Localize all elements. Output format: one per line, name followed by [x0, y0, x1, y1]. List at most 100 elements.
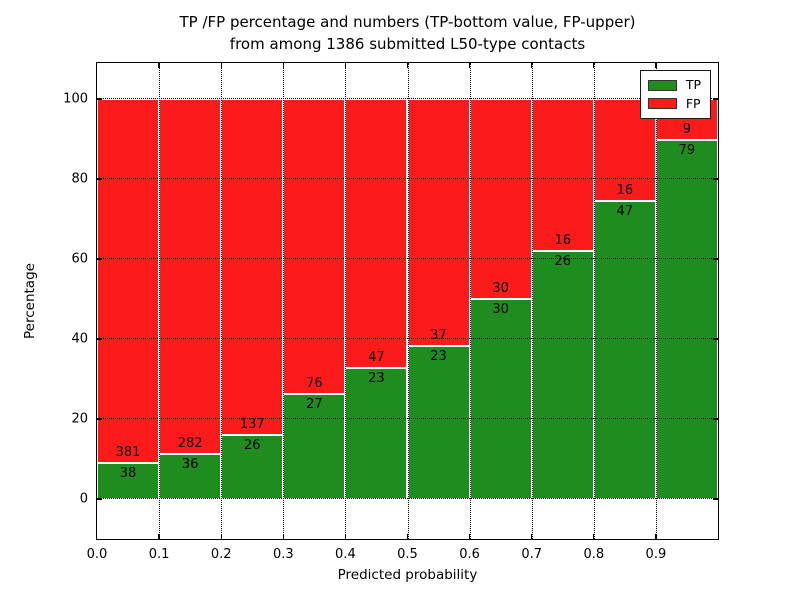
fp-count-label: 16: [616, 182, 634, 198]
chart-title: TP /FP percentage and numbers (TP-bottom…: [96, 12, 719, 56]
x-tick-top: [468, 63, 471, 68]
x-tick-top: [655, 63, 657, 68]
x-tick-label: 0.5: [397, 547, 418, 562]
x-tick-top: [406, 63, 409, 68]
x-tick-bottom: [406, 534, 409, 539]
tp-count-label: 47: [616, 203, 634, 219]
tp-count-label: 26: [554, 254, 571, 270]
v-gridline: [221, 63, 223, 539]
y-tick-label: 80: [71, 171, 88, 187]
bar-segment-tp: [531, 251, 594, 499]
y-tick-right: [713, 338, 718, 340]
tp-count-label: 23: [430, 348, 447, 364]
y-tick-left: [97, 338, 102, 340]
bar-segment-fp: [97, 99, 160, 463]
x-tick-bottom: [468, 534, 471, 539]
fp-count-label: 9: [682, 121, 692, 137]
y-tick-right: [713, 258, 718, 260]
y-axis-label: Percentage: [22, 263, 38, 339]
y-tick-label: 100: [63, 91, 88, 107]
bar-segment-tp: [345, 367, 408, 499]
legend: TP FP: [639, 70, 711, 119]
fp-count-label: 381: [115, 444, 141, 460]
fp-legend-swatch: [647, 98, 677, 110]
y-tick-label: 0: [79, 491, 88, 507]
bar-segment-fp: [283, 99, 346, 395]
chart-title-line1: TP /FP percentage and numbers (TP-bottom…: [179, 13, 636, 31]
bar-segment-tp: [655, 139, 718, 499]
x-axis-label: Predicted probability: [337, 567, 478, 583]
legend-entry-tp: TP: [647, 76, 701, 95]
bar-segment-fp: [469, 99, 532, 299]
y-tick-left: [97, 178, 102, 180]
x-tick-bottom: [282, 534, 284, 539]
bar-segment-tp: [469, 299, 532, 499]
x-tick-top: [282, 63, 284, 68]
v-gridline: [159, 63, 161, 539]
y-tick-left: [97, 98, 102, 100]
bar-segment-fp: [221, 99, 284, 436]
x-tick-label: 0.8: [583, 547, 605, 562]
x-tick-label: 0.6: [459, 547, 480, 562]
bar-segment-fp: [531, 99, 594, 252]
chart-title-line2: from among 1386 submitted L50-type conta…: [229, 34, 586, 53]
x-tick-bottom: [158, 534, 160, 539]
bar-segment-fp: [345, 99, 408, 368]
x-tick-bottom: [530, 534, 533, 539]
x-tick-label: 0.1: [148, 547, 170, 562]
x-tick-bottom: [220, 534, 222, 539]
bar-segment-tp: [97, 462, 160, 499]
tp-count-label: 36: [181, 456, 199, 472]
x-tick-bottom: [655, 534, 657, 539]
bar-segment-fp: [407, 99, 470, 346]
x-tick-top: [344, 63, 347, 68]
y-tick-label: 40: [71, 331, 88, 347]
v-gridline: [469, 63, 471, 539]
bar-segment-fp: [593, 99, 656, 201]
tp-legend-label: TP: [685, 77, 701, 92]
x-tick-label: 0.4: [335, 547, 356, 562]
x-tick-label: 0.3: [272, 547, 294, 562]
tp-count-label: 38: [119, 465, 137, 481]
y-tick-left: [97, 498, 102, 500]
x-tick-label: 0.0: [86, 547, 108, 562]
tp-count-label: 23: [368, 370, 385, 386]
y-tick-left: [97, 258, 102, 260]
v-gridline: [283, 63, 285, 539]
x-tick-top: [593, 63, 595, 68]
fp-count-label: 47: [368, 349, 385, 365]
bar-segment-tp: [593, 200, 656, 499]
x-tick-label: 0.9: [645, 547, 667, 562]
fp-count-label: 282: [177, 435, 203, 451]
v-gridline: [407, 63, 409, 539]
legend-entry-fp: FP: [647, 95, 701, 114]
x-tick-label: 0.7: [521, 547, 543, 562]
fp-count-label: 76: [306, 376, 323, 392]
x-tick-label: 0.2: [210, 547, 232, 562]
plot-area: 0 20 40 60 80 100 0.0 0.1 0.2 0.3 0.4 0.5 0.6 0.7 0.8 0…: [63, 62, 719, 562]
v-gridline: [655, 63, 657, 539]
tp-count-label: 79: [678, 142, 696, 158]
x-tick-bottom: [344, 534, 347, 539]
tp-count-label: 27: [306, 397, 323, 413]
tp-count-label: 30: [492, 301, 509, 317]
y-tick-label: 60: [71, 251, 88, 267]
y-tick-right: [713, 98, 718, 100]
y-tick-right: [713, 418, 718, 420]
x-tick-top: [158, 63, 160, 68]
bar-segment-fp: [159, 99, 222, 454]
tp-legend-swatch: [647, 79, 677, 91]
fp-legend-label: FP: [685, 95, 701, 111]
y-tick-right: [713, 178, 718, 180]
y-tick-right: [713, 498, 718, 500]
v-gridline: [345, 63, 347, 539]
v-gridline: [593, 63, 595, 539]
fp-count-label: 16: [554, 233, 571, 249]
fp-count-label: 137: [239, 417, 265, 433]
x-tick-bottom: [593, 534, 595, 539]
y-tick-left: [97, 418, 102, 420]
tp-count-label: 26: [243, 438, 261, 454]
y-tick-label: 20: [71, 411, 88, 427]
fp-count-label: 37: [430, 327, 447, 343]
